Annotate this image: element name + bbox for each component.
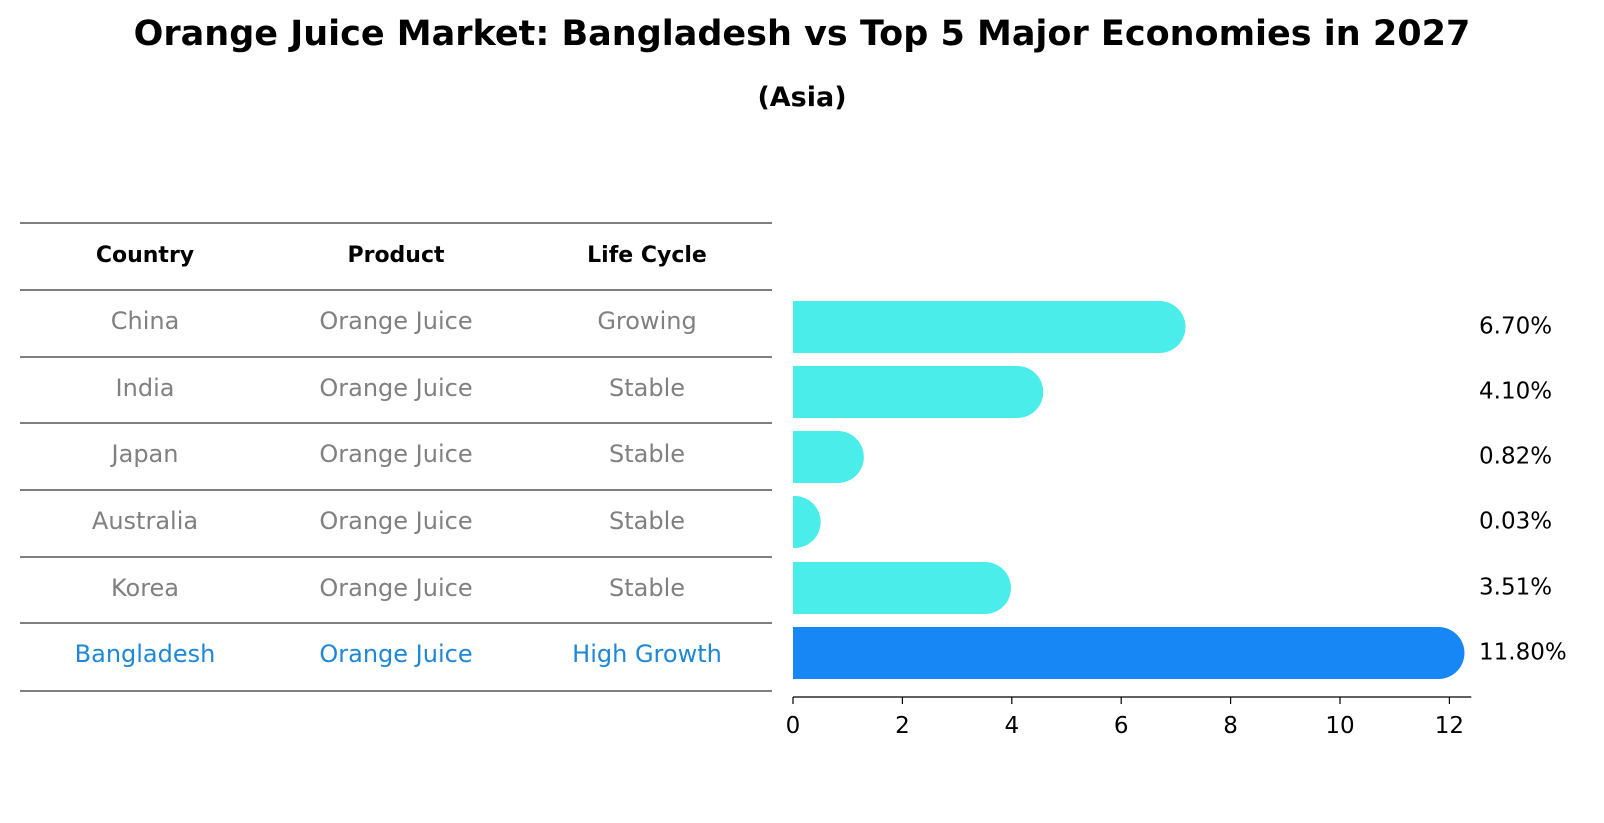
x-tick-label-8: 8 (1223, 713, 1238, 739)
x-tick-label-4: 4 (1004, 713, 1019, 739)
cell-life-cycle: Stable (609, 507, 685, 535)
cell-country: Australia (92, 507, 198, 535)
cell-country: Japan (110, 440, 179, 468)
cell-country: China (111, 307, 180, 335)
cell-product: Orange Juice (319, 507, 472, 535)
country-header: Country (96, 243, 194, 268)
cell-product: Orange Juice (319, 640, 472, 668)
cell-life-cycle: Stable (609, 574, 685, 602)
cell-product: Orange Juice (319, 574, 472, 602)
bar-japan (793, 431, 864, 483)
cell-product: Orange Juice (319, 440, 472, 468)
bar-bangladesh (793, 627, 1465, 679)
x-tick-label-2: 2 (895, 713, 910, 739)
x-tick-label-10: 10 (1325, 713, 1354, 739)
value-label-india: 4.10% (1479, 379, 1552, 405)
cell-product: Orange Juice (319, 374, 472, 402)
cell-country: India (116, 374, 175, 402)
bar-india (793, 366, 1044, 418)
value-label-korea: 3.51% (1479, 575, 1552, 601)
chart-subtitle: (Asia) (757, 82, 847, 113)
cell-life-cycle: Stable (609, 374, 685, 402)
product-header: Product (347, 243, 445, 268)
x-tick-label-0: 0 (786, 713, 801, 739)
x-tick-label-6: 6 (1114, 713, 1129, 739)
cell-country: Korea (111, 574, 179, 602)
cell-life-cycle: High Growth (572, 640, 722, 668)
bar-australia (793, 496, 821, 548)
chart-title: Orange Juice Market: Bangladesh vs Top 5… (133, 14, 1471, 54)
life-cycle-header: Life Cycle (587, 243, 707, 268)
cell-life-cycle: Growing (597, 307, 696, 335)
value-label-australia: 0.03% (1479, 509, 1552, 535)
x-tick-label-12: 12 (1435, 713, 1464, 739)
bar-china (793, 301, 1186, 353)
value-label-china: 6.70% (1479, 314, 1552, 340)
value-label-japan: 0.82% (1479, 444, 1552, 470)
cell-life-cycle: Stable (609, 440, 685, 468)
value-label-bangladesh: 11.80% (1479, 640, 1567, 666)
bar-korea (793, 562, 1011, 614)
cell-country: Bangladesh (75, 640, 216, 668)
cell-product: Orange Juice (319, 307, 472, 335)
